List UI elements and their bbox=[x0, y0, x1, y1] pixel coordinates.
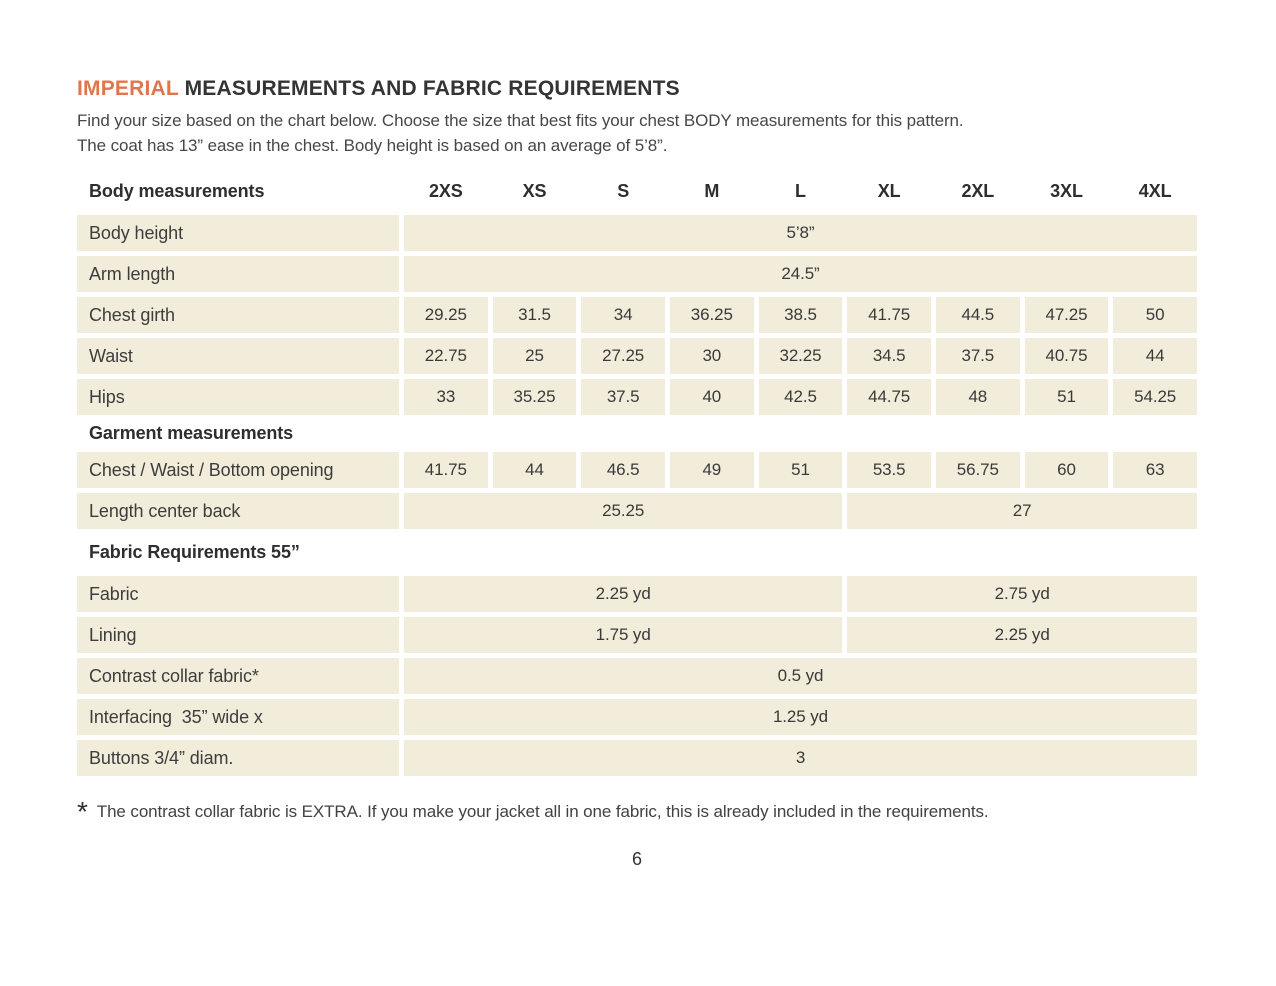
row-label: Interfacing 35” wide x bbox=[77, 699, 399, 735]
section-header: Garment measurements bbox=[89, 423, 294, 443]
value-cell-right-group: 2.75 yd bbox=[847, 576, 1197, 612]
size-column-header: 2XL bbox=[961, 180, 995, 201]
value-cell: 44.75 bbox=[847, 379, 931, 415]
row-label: Hips bbox=[77, 379, 399, 415]
value-cell: 40 bbox=[669, 379, 754, 415]
value-cell-span: 3 bbox=[404, 740, 1197, 776]
value-cell: 51 bbox=[1024, 379, 1109, 415]
page-title-rest: MEASUREMENTS AND FABRIC REQUIREMENTS bbox=[184, 77, 680, 100]
row-label: Buttons 3/4” diam. bbox=[77, 740, 399, 776]
value-cell: 60 bbox=[1024, 452, 1109, 488]
size-column-header: XL bbox=[877, 180, 901, 201]
page-title: IMPERIAL MEASUREMENTS AND FABRIC REQUIRE… bbox=[77, 77, 1197, 101]
intro-line-1: Find your size based on the chart below.… bbox=[77, 111, 964, 130]
value-cell-left-group: 1.75 yd bbox=[404, 617, 843, 653]
value-cell: 63 bbox=[1113, 452, 1197, 488]
size-table-header: Body measurements 2XS XS S M L XL 2XL 3XL 4XL bbox=[77, 179, 1197, 203]
value-cell: 25 bbox=[492, 338, 577, 374]
footnote-text: The contrast collar fabric is EXTRA. If … bbox=[96, 802, 989, 821]
size-table: Body measurements 2XS XS S M L XL 2XL 3XL 4XL Bo… bbox=[77, 179, 1197, 776]
value-cell: 54.25 bbox=[1113, 379, 1197, 415]
value-cell: 32.25 bbox=[758, 338, 843, 374]
value-cell: 22.75 bbox=[404, 338, 488, 374]
table-row: Interfacing 35” wide x 1.25 yd bbox=[77, 699, 1197, 735]
footnote-asterisk: * bbox=[77, 796, 88, 827]
value-cell: 41.75 bbox=[404, 452, 488, 488]
value-cell: 41.75 bbox=[847, 297, 931, 333]
page-title-highlight: IMPERIAL bbox=[77, 77, 179, 100]
value-cell: 30 bbox=[669, 338, 754, 374]
row-label: Length center back bbox=[77, 493, 399, 529]
table-row: Length center back 25.25 27 bbox=[77, 493, 1197, 529]
table-row: Waist 22.75 25 27.25 30 32.25 34.5 37.5 40.75 44 bbox=[77, 338, 1197, 374]
table-row: Body height 5’8” bbox=[77, 215, 1197, 251]
size-column-header: 4XL bbox=[1138, 180, 1172, 201]
table-row: Fabric 2.25 yd 2.75 yd bbox=[77, 576, 1197, 612]
value-cell: 44.5 bbox=[935, 297, 1020, 333]
value-cell-left-group: 2.25 yd bbox=[404, 576, 843, 612]
value-cell: 48 bbox=[935, 379, 1020, 415]
value-cell-span: 1.25 yd bbox=[404, 699, 1197, 735]
intro-line-2: The coat has 13” ease in the chest. Body… bbox=[77, 136, 668, 155]
row-label: Waist bbox=[77, 338, 399, 374]
table-row: Lining 1.75 yd 2.25 yd bbox=[77, 617, 1197, 653]
value-cell: 49 bbox=[669, 452, 754, 488]
value-cell: 47.25 bbox=[1024, 297, 1109, 333]
value-cell: 44 bbox=[1113, 338, 1197, 374]
row-label: Body height bbox=[77, 215, 399, 251]
value-cell-right-group: 27 bbox=[847, 493, 1197, 529]
value-cell: 34 bbox=[581, 297, 665, 333]
size-column-header: 3XL bbox=[1050, 180, 1083, 201]
row-label: Chest girth bbox=[77, 297, 399, 333]
size-column-header: M bbox=[704, 180, 720, 201]
footnote: * The contrast collar fabric is EXTRA. If… bbox=[77, 796, 1197, 827]
table-row: Hips 33 35.25 37.5 40 42.5 44.75 48 51 54.25 bbox=[77, 379, 1197, 415]
table-row: Arm length 24.5” bbox=[77, 256, 1197, 292]
table-row: Buttons 3/4” diam. 3 bbox=[77, 740, 1197, 776]
value-cell: 37.5 bbox=[581, 379, 665, 415]
size-table-rows: Body height 5’8” Arm length 24.5” Chest girt… bbox=[77, 215, 1197, 776]
table-header-label: Body measurements bbox=[89, 180, 265, 201]
row-label: Chest / Waist / Bottom opening bbox=[77, 452, 399, 488]
row-label: Arm length bbox=[77, 256, 399, 292]
value-cell-span: 24.5” bbox=[404, 256, 1197, 292]
table-row: Chest girth 29.25 31.5 34 36.25 38.5 41.75 44.5… bbox=[77, 297, 1197, 333]
value-cell: 34.5 bbox=[847, 338, 931, 374]
value-cell: 40.75 bbox=[1024, 338, 1109, 374]
size-column-header: XS bbox=[522, 180, 547, 201]
page-number: 6 bbox=[632, 849, 642, 869]
intro-text: Find your size based on the chart below.… bbox=[77, 108, 1197, 158]
value-cell: 38.5 bbox=[758, 297, 843, 333]
table-row: Contrast collar fabric* 0.5 yd bbox=[77, 658, 1197, 694]
value-cell: 31.5 bbox=[492, 297, 577, 333]
value-cell: 51 bbox=[758, 452, 843, 488]
section-header: Fabric Requirements 55” bbox=[89, 542, 300, 562]
size-column-header: 2XS bbox=[428, 180, 463, 201]
row-label: Lining bbox=[77, 617, 399, 653]
value-cell-span: 0.5 yd bbox=[404, 658, 1197, 694]
value-cell: 29.25 bbox=[404, 297, 488, 333]
table-row: Chest / Waist / Bottom opening 41.75 44 46.… bbox=[77, 452, 1197, 488]
value-cell: 37.5 bbox=[935, 338, 1020, 374]
value-cell: 53.5 bbox=[847, 452, 931, 488]
document-page: IMPERIAL MEASUREMENTS AND FABRIC REQUIRE… bbox=[77, 77, 1197, 870]
value-cell: 56.75 bbox=[935, 452, 1020, 488]
value-cell: 36.25 bbox=[669, 297, 754, 333]
value-cell: 50 bbox=[1113, 297, 1197, 333]
size-column-header: S bbox=[617, 180, 630, 201]
value-cell: 27.25 bbox=[581, 338, 665, 374]
row-label: Fabric bbox=[77, 576, 399, 612]
value-cell: 33 bbox=[404, 379, 488, 415]
size-column-header: L bbox=[795, 180, 806, 201]
value-cell-left-group: 25.25 bbox=[404, 493, 843, 529]
value-cell-right-group: 2.25 yd bbox=[847, 617, 1197, 653]
value-cell: 44 bbox=[492, 452, 577, 488]
value-cell: 46.5 bbox=[581, 452, 665, 488]
value-cell: 35.25 bbox=[492, 379, 577, 415]
value-cell: 42.5 bbox=[758, 379, 843, 415]
row-label: Contrast collar fabric* bbox=[77, 658, 399, 694]
value-cell-span: 5’8” bbox=[404, 215, 1197, 251]
